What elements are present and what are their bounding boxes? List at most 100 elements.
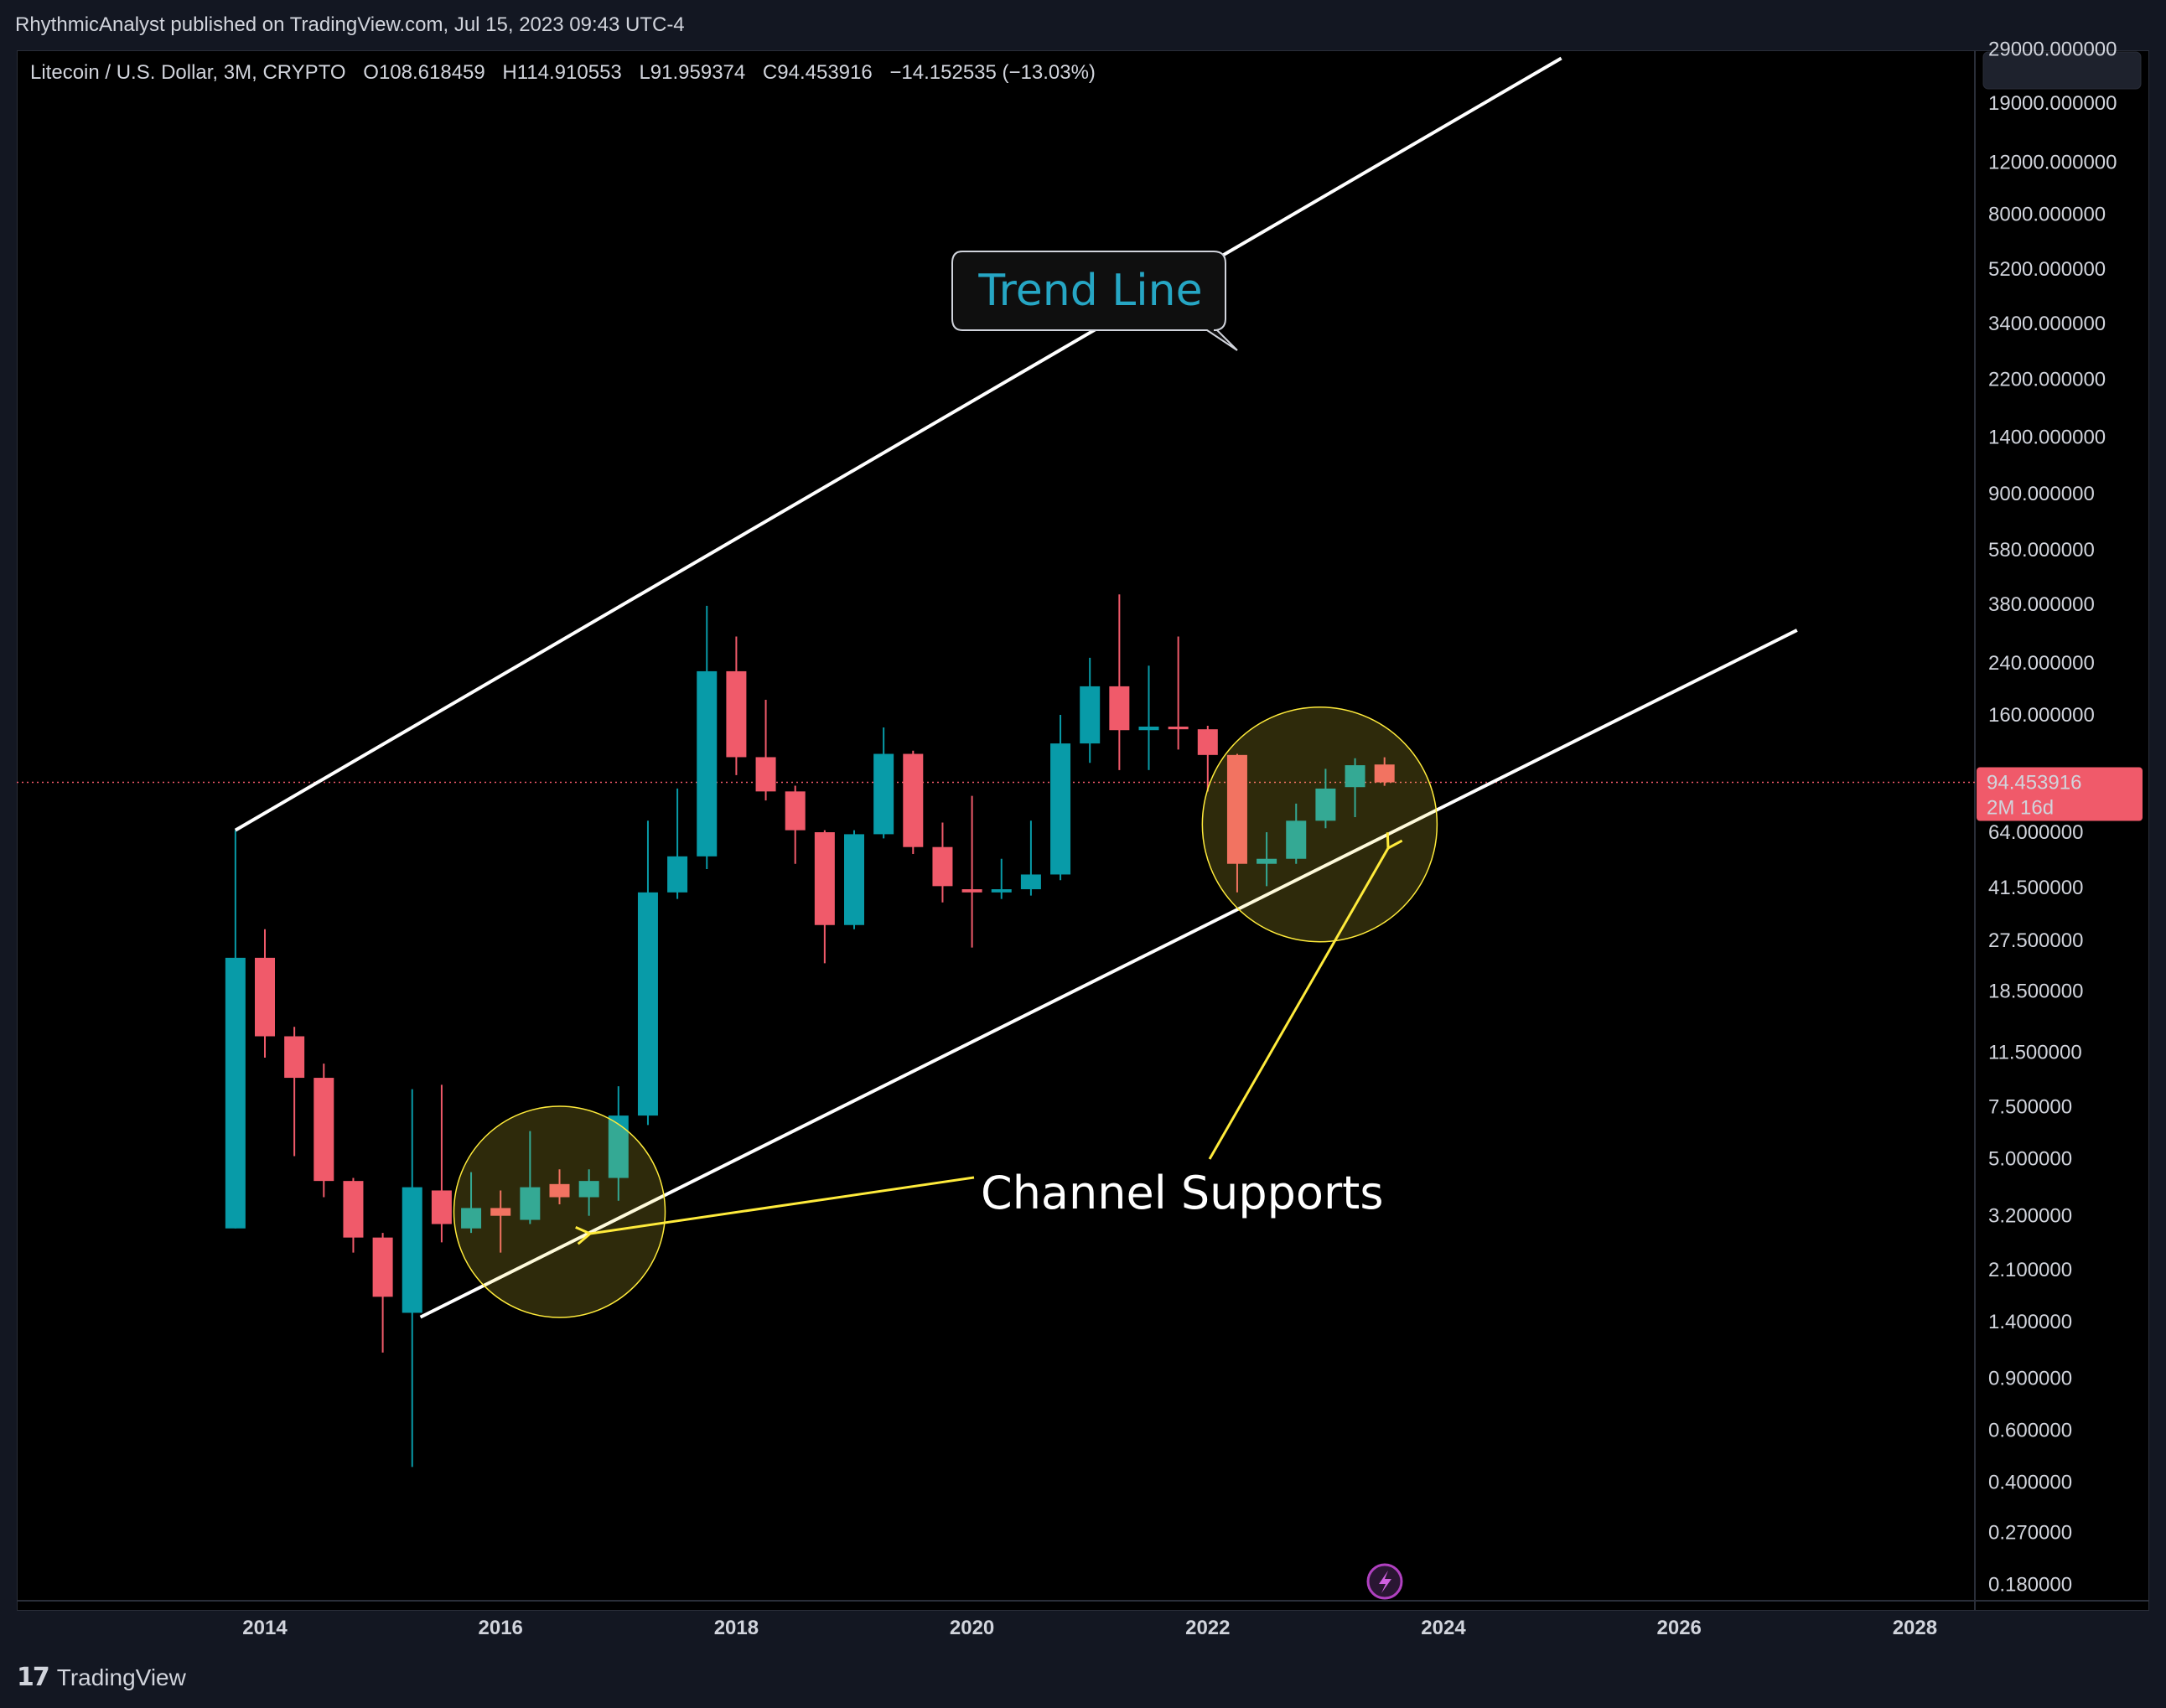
open-key: O — [363, 61, 379, 84]
candle-up — [461, 1208, 482, 1229]
footer-bar: 17 TradingView — [0, 1644, 2166, 1708]
candle-down — [1109, 686, 1130, 731]
time-tick-label: 2018 — [714, 1617, 759, 1639]
candle-down — [1197, 729, 1218, 755]
candle-up — [1257, 858, 1277, 864]
price-tick-label: 29000.000000 — [1988, 39, 2117, 61]
current-price-tag: 94.453916 2M 16d — [1977, 767, 2143, 821]
trend-line-upper[interactable] — [234, 56, 1562, 832]
callout-bubble — [951, 251, 1238, 351]
trend-line-callout[interactable]: Trend Line — [951, 251, 1238, 351]
time-axis: 2014 2016 2018 2020 2022 2024 2026 2028 — [242, 1617, 1937, 1639]
trend-line-lower[interactable] — [419, 629, 1798, 1319]
price-tick-label: 41.500000 — [1988, 877, 2083, 899]
attribution-text: RhythmicAnalyst published on TradingView… — [15, 13, 685, 36]
channel-supports-label: Channel Supports — [981, 1167, 1383, 1219]
candle-down — [903, 753, 924, 847]
price-tick-label: 11.500000 — [1988, 1041, 2082, 1064]
candle-down — [284, 1036, 305, 1079]
candle-down — [1168, 726, 1189, 730]
scale-mode-box[interactable] — [1982, 51, 2142, 90]
open-value: 108.618459 — [379, 61, 485, 84]
candle-down — [372, 1237, 393, 1297]
candle-up — [578, 1181, 599, 1198]
price-tick-label: 7.500000 — [1988, 1096, 2072, 1119]
price-tick-label: 5.000000 — [1988, 1148, 2072, 1171]
price-tick-label: 12000.000000 — [1988, 151, 2117, 173]
change-value: −14.152535 (−13.03%) — [889, 61, 1096, 84]
candle-down — [814, 832, 835, 925]
candle-down — [343, 1181, 364, 1238]
tradingview-logo-icon: 17 — [17, 1663, 50, 1692]
tradingview-brand: TradingView — [56, 1664, 186, 1690]
candle-down — [961, 889, 982, 893]
candle-down — [1226, 754, 1247, 864]
price-tick-label: 900.000000 — [1988, 483, 2095, 505]
price-tick-label: 0.180000 — [1988, 1573, 2072, 1596]
price-tick-label: 3400.000000 — [1988, 313, 2106, 335]
candle-up — [1050, 743, 1071, 875]
tradingview-logo[interactable]: 17 TradingView — [17, 1663, 186, 1692]
trend-lines[interactable] — [234, 56, 1798, 1319]
support-arrow-right[interactable] — [1208, 832, 1403, 1160]
support-highlight-2016[interactable] — [453, 1105, 666, 1318]
price-tick-label: 380.000000 — [1988, 593, 2095, 616]
candle-down — [932, 846, 953, 887]
high-value: 114.910553 — [517, 61, 622, 84]
price-tick-label: 1400.000000 — [1988, 427, 2106, 449]
candle-down — [490, 1208, 511, 1216]
candle-up — [1138, 726, 1159, 731]
time-tick-label: 2026 — [1657, 1617, 1702, 1639]
price-tick-label: 240.000000 — [1988, 652, 2095, 675]
price-tick-label: 0.400000 — [1988, 1471, 2072, 1493]
candle-down — [549, 1183, 570, 1198]
candle-up — [1345, 765, 1365, 788]
price-axis: 29000.000000 19000.000000 12000.000000 8000… — [1988, 39, 2117, 1597]
price-tick-label: 1.400000 — [1988, 1311, 2072, 1333]
support-arrow-left[interactable] — [575, 1176, 975, 1245]
bar-countdown: 2M 16d — [1987, 797, 2054, 820]
price-tick-label: 18.500000 — [1988, 981, 2083, 1003]
trend-line-label: Trend Line — [977, 266, 1202, 316]
time-tick-label: 2014 — [242, 1617, 288, 1639]
price-tick-label: 160.000000 — [1988, 704, 2095, 727]
price-tick-label: 27.500000 — [1988, 929, 2083, 952]
candle-up — [225, 957, 246, 1229]
candle-down — [755, 757, 776, 792]
candle-up — [1315, 788, 1336, 821]
candle-down — [1374, 764, 1395, 783]
low-value: 91.959374 — [650, 61, 745, 84]
price-tick-label: 0.600000 — [1988, 1419, 2072, 1441]
price-tick-label: 0.270000 — [1988, 1521, 2072, 1544]
candle-up — [844, 834, 864, 925]
candle-up — [402, 1187, 422, 1313]
price-tick-label: 580.000000 — [1988, 539, 2095, 562]
close-value: 94.453916 — [777, 61, 872, 84]
time-tick-label: 2016 — [479, 1617, 523, 1639]
candle-up — [991, 889, 1012, 893]
attribution-bar: RhythmicAnalyst published on TradingView… — [0, 0, 2166, 50]
candle-down — [314, 1078, 334, 1182]
candle-up — [1080, 686, 1101, 744]
candle-down — [431, 1190, 452, 1224]
price-tick-label: 0.900000 — [1988, 1368, 2072, 1390]
lightning-icon[interactable] — [1366, 1563, 1403, 1600]
price-tick-label: 8000.000000 — [1988, 203, 2106, 225]
time-tick-label: 2028 — [1893, 1617, 1937, 1639]
candle-up — [520, 1187, 541, 1220]
symbol-label: Litecoin / U.S. Dollar, 3M, CRYPTO — [30, 61, 346, 84]
candle-up — [1286, 820, 1307, 859]
price-tick-label: 3.200000 — [1988, 1205, 2072, 1228]
candle-up — [667, 856, 688, 893]
candle-up — [608, 1115, 629, 1178]
candle-up — [697, 670, 718, 857]
price-tick-label: 5200.000000 — [1988, 258, 2106, 281]
ohlc-legend: Litecoin / U.S. Dollar, 3M, CRYPTO O108.… — [30, 61, 1096, 84]
time-tick-label: 2022 — [1185, 1617, 1230, 1639]
candles — [225, 594, 1395, 1467]
price-tick-label: 2.100000 — [1988, 1259, 2072, 1281]
high-key: H — [502, 61, 516, 84]
support-highlight-2023[interactable] — [1201, 706, 1438, 943]
candle-down — [255, 957, 275, 1037]
